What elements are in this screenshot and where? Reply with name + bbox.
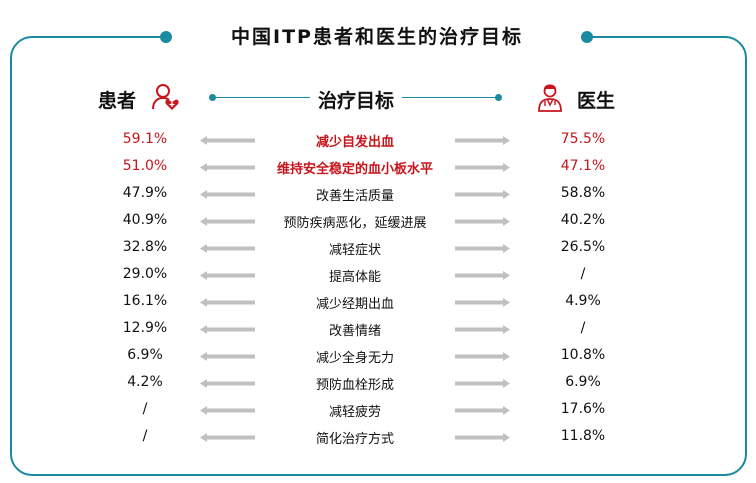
arrow-right-icon (455, 433, 510, 442)
patient-header: 患者 (98, 90, 137, 112)
arrow-left-icon (200, 217, 255, 226)
patient-value: 47.9% (122, 185, 168, 201)
doctor-value: 6.9% (565, 374, 601, 390)
table-row: / 简化治疗方式 11.8% (0, 424, 756, 451)
table-row: 59.1% 减少自发出血 75.5% (0, 127, 756, 154)
table-row: 16.1% 减少经期出血 4.9% (0, 289, 756, 316)
arrow-right-icon (455, 136, 510, 145)
arrow-left-icon (200, 163, 255, 172)
patient-value: 40.9% (122, 212, 168, 228)
patient-value: 59.1% (122, 131, 168, 147)
arrow-left-icon (200, 352, 255, 361)
patient-value: 12.9% (122, 320, 168, 336)
doctor-value: 17.6% (560, 401, 606, 417)
arrow-left-icon (200, 244, 255, 253)
doctor-value: 11.8% (560, 428, 606, 444)
goal-label: 减轻症状 (328, 243, 381, 258)
arrow-right-icon (455, 217, 510, 226)
goal-label: 减少全身无力 (315, 351, 394, 366)
goal-label: 减轻疲劳 (328, 405, 381, 420)
arrow-right-icon (455, 244, 510, 253)
goal-label: 预防血栓形成 (315, 378, 394, 393)
arrow-right-icon (455, 163, 510, 172)
goal-label: 减少自发出血 (315, 135, 394, 150)
page-title: 中国ITP患者和医生的治疗目标 (231, 26, 523, 48)
doctor-value: 40.2% (560, 212, 606, 228)
table-row: / 减轻疲劳 17.6% (0, 397, 756, 424)
patient-value: / (142, 401, 148, 417)
goal-label: 改善情绪 (328, 324, 381, 339)
goal-label: 提高体能 (328, 270, 381, 285)
patient-value: / (142, 428, 148, 444)
title-dot-left (160, 31, 172, 43)
goal-header: 治疗目标 (318, 90, 395, 112)
table-row: 40.9% 预防疾病恶化，延缓进展 40.2% (0, 208, 756, 235)
doctor-icon (538, 84, 562, 112)
arrow-left-icon (200, 190, 255, 199)
table-row: 12.9% 改善情绪 / (0, 316, 756, 343)
goal-label: 简化治疗方式 (315, 432, 394, 447)
doctor-value: 4.9% (565, 293, 601, 309)
goal-label: 预防疾病恶化，延缓进展 (283, 216, 427, 231)
doctor-value: / (580, 266, 586, 282)
table-row: 4.2% 预防血栓形成 6.9% (0, 370, 756, 397)
arrow-right-icon (455, 190, 510, 199)
title-dot-right (581, 31, 593, 43)
arrow-left-icon (200, 325, 255, 334)
header-line-left (213, 97, 310, 98)
arrow-left-icon (200, 136, 255, 145)
arrow-left-icon (200, 298, 255, 307)
doctor-value: 58.8% (560, 185, 606, 201)
doctor-header: 医生 (577, 90, 616, 112)
doctor-value: / (580, 320, 586, 336)
patient-value: 32.8% (122, 239, 168, 255)
table-row: 51.0% 维持安全稳定的血小板水平 47.1% (0, 154, 756, 181)
goal-label: 减少经期出血 (315, 297, 394, 312)
header-line-right (402, 97, 498, 98)
arrow-right-icon (455, 271, 510, 280)
table-row: 6.9% 减少全身无力 10.8% (0, 343, 756, 370)
arrow-left-icon (200, 271, 255, 280)
arrow-right-icon (455, 298, 510, 307)
arrow-right-icon (455, 352, 510, 361)
patient-value: 16.1% (122, 293, 168, 309)
arrow-left-icon (200, 433, 255, 442)
patient-value: 4.2% (127, 374, 163, 390)
arrow-left-icon (200, 406, 255, 415)
arrow-right-icon (455, 379, 510, 388)
arrow-right-icon (455, 406, 510, 415)
table-row: 32.8% 减轻症状 26.5% (0, 235, 756, 262)
doctor-value: 75.5% (560, 131, 606, 147)
doctor-value: 26.5% (560, 239, 606, 255)
doctor-value: 47.1% (560, 158, 606, 174)
table-row: 29.0% 提高体能 / (0, 262, 756, 289)
table-row: 47.9% 改善生活质量 58.8% (0, 181, 756, 208)
patient-value: 29.0% (122, 266, 168, 282)
arrow-left-icon (200, 379, 255, 388)
goal-label: 改善生活质量 (315, 189, 394, 204)
doctor-value: 10.8% (560, 347, 606, 363)
patient-value: 6.9% (127, 347, 163, 363)
patient-value: 51.0% (122, 158, 168, 174)
goal-label: 维持安全稳定的血小板水平 (276, 162, 433, 177)
arrow-right-icon (455, 325, 510, 334)
patient-heart-icon (152, 84, 179, 110)
